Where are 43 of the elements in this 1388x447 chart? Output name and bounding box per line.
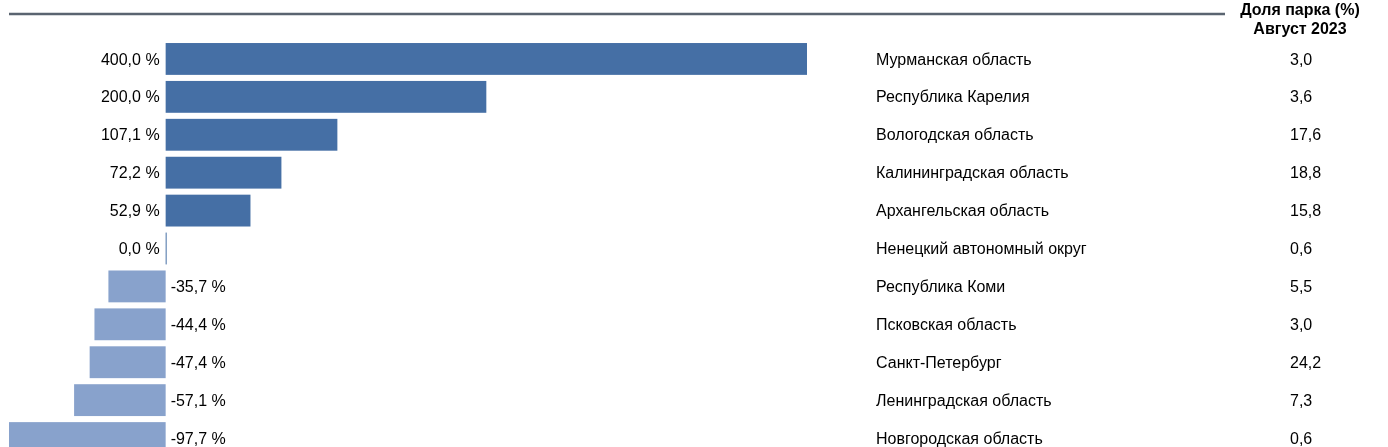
data-label: 400,0 % [100,50,160,68]
text: 7,3 [1290,391,1313,409]
bar [165,118,338,151]
bar [89,346,166,379]
data-label: 200,0 % [100,88,160,106]
bar [165,43,807,75]
data-label: -35,7 % [170,278,226,296]
y-tick-label: Санкт-Петербург [876,353,1002,371]
data-label: 72,2 % [109,164,160,182]
bar [165,156,282,189]
data-label: -44,4 % [170,315,226,333]
text: 15,8 [1290,202,1322,220]
y-tick-label: Калининградская область [876,164,1069,182]
y-tick-label: Республика Коми [876,278,1006,296]
data-label: 0,0 % [118,240,160,258]
data-label: -47,4 % [170,353,226,371]
text: 24,2 [1290,353,1322,371]
y-tick-label: Вологодская область [876,126,1034,144]
data-label: -97,7 % [170,429,226,447]
bar [165,194,251,227]
y-tick-label: Ненецкий автономный округ [876,240,1087,258]
y-tick-label: Мурманская область [876,50,1032,68]
y-tick-label: Архангельская область [876,202,1050,220]
y-tick-label: Новгородская область [876,429,1043,447]
text: 3,0 [1290,315,1313,333]
y-tick-label: Республика Карелия [876,88,1030,106]
bar [165,80,487,113]
data-label: 107,1 % [100,126,160,144]
data-label: -57,1 % [170,391,226,409]
text: 0,6 [1290,429,1313,447]
bar [108,270,166,303]
text: 5,5 [1290,278,1313,296]
y-tick-label: Псковская область [876,315,1017,333]
data-label: 52,9 % [109,202,160,220]
bar [74,384,166,417]
text: 18,8 [1290,164,1322,182]
bar [94,308,166,341]
text: 3,0 [1290,50,1313,68]
text: Доля парка (%) Август 2023 [1240,1,1360,37]
text: 17,6 [1290,126,1322,144]
y-tick-label: Ленинградская область [876,391,1052,409]
text: 3,6 [1290,88,1313,106]
text: 0,6 [1290,240,1313,258]
